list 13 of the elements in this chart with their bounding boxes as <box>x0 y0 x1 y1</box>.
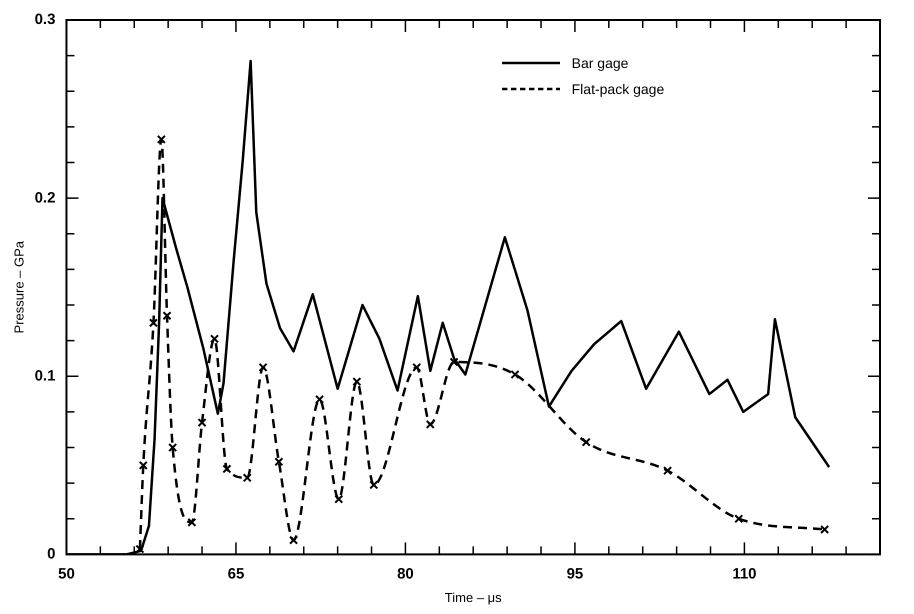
y-tick-label: 0 <box>47 546 56 563</box>
x-tick-label: 65 <box>228 566 244 583</box>
y-tick-label: 0.2 <box>34 189 56 206</box>
x-tick-label: 110 <box>732 566 757 583</box>
y-tick-label: 0.1 <box>34 367 56 384</box>
legend-label: Flat-pack gage <box>572 81 664 97</box>
x-axis-title: Time – μs <box>444 590 502 605</box>
legend-label: Bar gage <box>572 55 628 71</box>
y-tick-label: 0.3 <box>34 11 56 28</box>
x-tick-label: 80 <box>397 566 414 583</box>
x-tick-label: 50 <box>58 566 75 583</box>
x-tick-label: 95 <box>566 566 584 583</box>
y-axis-title: Pressure – GPa <box>11 240 26 334</box>
